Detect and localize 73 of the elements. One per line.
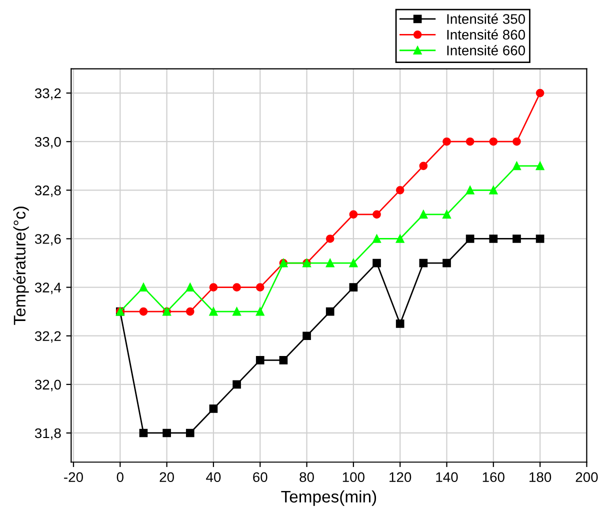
y-tick-label: 33,0: [34, 136, 61, 148]
point: [419, 210, 428, 219]
point: [419, 162, 428, 170]
point: [162, 428, 171, 438]
point: [372, 210, 381, 219]
legend-label: Intensité 660: [447, 45, 526, 56]
point: [512, 162, 521, 170]
point: [489, 186, 498, 194]
point: [489, 137, 498, 146]
y-tick-label: 32,6: [34, 234, 61, 246]
point: [232, 283, 241, 292]
point: [442, 258, 451, 268]
y-tick-label: 32,8: [34, 186, 61, 197]
x-tick-label: 80: [300, 472, 314, 482]
point: [466, 186, 474, 194]
x-tick-label: 100: [342, 472, 364, 482]
x-tick-label: 180: [530, 472, 552, 482]
point: [512, 234, 521, 243]
point: [326, 258, 334, 268]
point: [256, 307, 264, 316]
point: [256, 283, 264, 292]
point: [186, 283, 194, 292]
legend-label: Intensité 860: [447, 29, 526, 40]
point: [326, 307, 334, 316]
point: [442, 210, 451, 219]
point: [536, 162, 544, 170]
x-tick-label: 40: [206, 472, 221, 482]
point: [326, 234, 334, 243]
point: [139, 307, 148, 316]
legend-label: Intensité 350: [447, 14, 526, 24]
point: [186, 428, 194, 438]
y-tick-label: 32,0: [34, 380, 61, 392]
x-tick-label: 200: [576, 472, 598, 482]
x-tick-label: 160: [482, 472, 504, 482]
y-axis-title: Température(°c): [13, 206, 29, 325]
point: [419, 258, 428, 268]
point: [372, 234, 381, 243]
x-axis-title: Tempes(min): [281, 490, 376, 506]
point: [256, 356, 264, 364]
point: [209, 283, 218, 292]
y-tick-label: 32,4: [34, 282, 62, 294]
point: [396, 320, 404, 328]
point: [466, 234, 474, 243]
point: [349, 258, 358, 268]
point: [489, 234, 498, 243]
point: [232, 307, 241, 316]
y-tick-label: 33,2: [34, 88, 61, 100]
point: [396, 186, 404, 194]
point: [279, 356, 288, 364]
point: [396, 234, 404, 243]
x-tick-label: 20: [160, 472, 174, 482]
x-tick-label: 120: [390, 472, 412, 482]
point: [139, 283, 148, 292]
x-tick-label: 0: [116, 472, 124, 482]
x-tick-label: 140: [436, 472, 458, 482]
y-tick-label: 31,8: [34, 428, 61, 440]
x-tick-label: 60: [253, 472, 268, 482]
x-tick-label: -20: [64, 472, 83, 482]
point: [209, 404, 218, 413]
point: [302, 332, 311, 340]
point: [139, 428, 148, 438]
point: [536, 234, 544, 243]
point: [349, 210, 358, 219]
point: [466, 137, 474, 146]
point: [349, 283, 358, 292]
point: [512, 137, 521, 146]
point: [232, 380, 241, 389]
point: [186, 307, 194, 316]
y-tick-label: 32,2: [34, 331, 61, 343]
point: [372, 258, 381, 268]
point: [442, 137, 451, 146]
point: [209, 307, 218, 316]
point: [536, 88, 544, 98]
